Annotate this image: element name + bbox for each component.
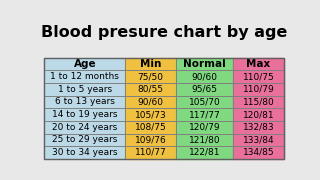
Text: 105/70: 105/70 — [188, 97, 220, 106]
Bar — [125, 58, 176, 70]
Bar — [125, 108, 176, 121]
Text: 90/60: 90/60 — [191, 72, 218, 81]
Bar — [176, 146, 233, 159]
Bar — [44, 134, 125, 146]
Text: 117/77: 117/77 — [188, 110, 220, 119]
Bar — [125, 134, 176, 146]
Bar — [176, 134, 233, 146]
Bar — [176, 83, 233, 96]
Bar — [125, 58, 176, 70]
Text: 6 to 13 years: 6 to 13 years — [55, 97, 115, 106]
Bar — [233, 70, 284, 83]
Bar — [44, 96, 125, 108]
Bar — [233, 134, 284, 146]
Bar — [176, 58, 233, 70]
Bar — [125, 70, 176, 83]
Bar — [44, 121, 125, 134]
Bar — [176, 108, 233, 121]
Bar — [44, 121, 125, 134]
Text: 134/85: 134/85 — [243, 148, 274, 157]
Bar — [233, 108, 284, 121]
Bar — [125, 108, 176, 121]
Bar — [44, 70, 125, 83]
Bar — [44, 83, 125, 96]
Bar — [176, 70, 233, 83]
Bar — [233, 58, 284, 70]
Text: 14 to 19 years: 14 to 19 years — [52, 110, 118, 119]
Text: 30 to 34 years: 30 to 34 years — [52, 148, 118, 157]
Text: 109/76: 109/76 — [135, 135, 166, 144]
Bar — [233, 134, 284, 146]
Bar — [44, 96, 125, 108]
Bar — [233, 58, 284, 70]
Text: 75/50: 75/50 — [138, 72, 164, 81]
Text: Normal: Normal — [183, 59, 226, 69]
Bar — [176, 83, 233, 96]
Text: 122/81: 122/81 — [189, 148, 220, 157]
Bar — [233, 96, 284, 108]
Text: 1 to 5 years: 1 to 5 years — [58, 85, 112, 94]
Text: 1 to 12 months: 1 to 12 months — [51, 72, 119, 81]
Bar — [125, 121, 176, 134]
Text: 25 to 29 years: 25 to 29 years — [52, 135, 118, 144]
Bar — [125, 83, 176, 96]
Bar — [176, 70, 233, 83]
Text: 20 to 24 years: 20 to 24 years — [52, 123, 117, 132]
Bar — [125, 83, 176, 96]
Bar — [176, 134, 233, 146]
Bar — [176, 58, 233, 70]
Text: 105/73: 105/73 — [135, 110, 166, 119]
Bar — [176, 121, 233, 134]
Text: 90/60: 90/60 — [138, 97, 164, 106]
Bar — [44, 146, 125, 159]
Text: 95/65: 95/65 — [191, 85, 218, 94]
Bar — [176, 121, 233, 134]
Text: Age: Age — [74, 59, 96, 69]
Bar — [233, 146, 284, 159]
Bar — [176, 96, 233, 108]
Text: 120/79: 120/79 — [189, 123, 220, 132]
Bar — [125, 70, 176, 83]
Text: 121/80: 121/80 — [189, 135, 220, 144]
Text: 115/80: 115/80 — [243, 97, 274, 106]
Bar — [233, 108, 284, 121]
Bar — [233, 83, 284, 96]
Bar — [44, 134, 125, 146]
Bar — [125, 134, 176, 146]
Bar — [44, 58, 125, 70]
Text: 110/75: 110/75 — [243, 72, 274, 81]
Bar — [125, 146, 176, 159]
Bar — [176, 108, 233, 121]
Bar — [44, 83, 125, 96]
Bar — [233, 146, 284, 159]
Text: Blood presure chart by age: Blood presure chart by age — [41, 25, 287, 40]
Text: Min: Min — [140, 59, 161, 69]
Bar — [125, 121, 176, 134]
Bar — [233, 121, 284, 134]
Bar — [44, 58, 284, 159]
Text: 120/81: 120/81 — [243, 110, 274, 119]
Text: 80/55: 80/55 — [138, 85, 164, 94]
Bar — [176, 96, 233, 108]
Bar — [44, 108, 125, 121]
Text: 110/77: 110/77 — [135, 148, 166, 157]
Bar — [233, 83, 284, 96]
Text: 108/75: 108/75 — [135, 123, 166, 132]
Bar — [44, 58, 125, 70]
Bar — [44, 146, 125, 159]
Bar — [125, 146, 176, 159]
Bar — [233, 96, 284, 108]
Bar — [233, 70, 284, 83]
Bar — [233, 121, 284, 134]
Bar — [125, 96, 176, 108]
Bar — [44, 108, 125, 121]
Bar — [125, 96, 176, 108]
Bar — [44, 70, 125, 83]
Text: 132/83: 132/83 — [243, 123, 274, 132]
Text: 110/79: 110/79 — [243, 85, 274, 94]
Text: 133/84: 133/84 — [243, 135, 274, 144]
Text: Max: Max — [246, 59, 270, 69]
Bar — [176, 146, 233, 159]
